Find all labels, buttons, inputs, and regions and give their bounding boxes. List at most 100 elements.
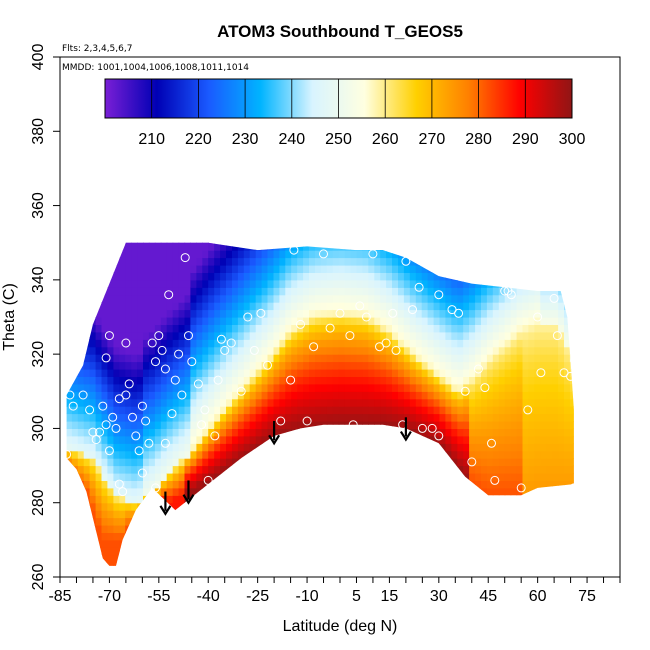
observation-point (121, 338, 131, 348)
observation-point (85, 405, 95, 415)
heat-cell (469, 346, 476, 355)
heat-cell (202, 257, 209, 266)
heat-cell (77, 473, 85, 481)
heat-cell (89, 487, 97, 496)
heat-cell (297, 309, 304, 318)
heat-cell (469, 413, 476, 422)
heat-cell (498, 428, 506, 437)
heat-cell (285, 309, 292, 318)
observation-point (289, 245, 299, 255)
heat-cell (154, 406, 162, 415)
heat-cell (362, 339, 369, 348)
heat-cell (486, 391, 494, 400)
heat-cell (320, 309, 328, 318)
observation-point (180, 253, 190, 263)
heat-cell (403, 346, 411, 355)
heat-cell (558, 428, 565, 437)
heat-cell (166, 279, 174, 288)
heat-cell (178, 272, 186, 281)
heat-cell (504, 369, 512, 377)
mmdd-label: MMDD: 1001,1004,1006,1008,1011,1014 (62, 63, 249, 73)
heat-cell (101, 465, 108, 474)
heat-cell (232, 369, 239, 377)
heat-cell (504, 354, 512, 363)
heat-cell (77, 369, 85, 377)
heat-cell (249, 376, 257, 385)
observation-point (98, 401, 108, 411)
heat-cell (291, 346, 298, 355)
heat-cell (445, 279, 452, 288)
heat-cell (492, 302, 500, 311)
heat-cell (392, 302, 399, 311)
heat-cell (279, 309, 286, 318)
heat-cell (445, 413, 452, 422)
heat-cell (125, 443, 132, 452)
heat-cell (540, 361, 547, 370)
heat-cell (469, 287, 476, 296)
heat-cell (309, 317, 316, 325)
heat-cell (285, 265, 292, 273)
heat-cell (273, 369, 280, 377)
heat-cell (392, 294, 399, 303)
heat-cell (267, 413, 274, 422)
colorbar-tick-label: 270 (419, 131, 446, 148)
heat-cell (154, 302, 162, 311)
x-axis: -85 -70 -55 -40 -25 -10 5 15 30 45 60 75 (48, 577, 621, 605)
heat-cell (534, 339, 541, 348)
heat-cell (113, 450, 120, 459)
heat-cell (564, 428, 571, 437)
heat-cell (107, 554, 114, 563)
heat-cell (558, 443, 565, 452)
heat-cell (148, 369, 156, 377)
heat-cell (285, 354, 292, 363)
heat-cell (540, 406, 547, 415)
heat-cell (232, 443, 239, 452)
heat-cell (184, 242, 191, 244)
heat-cell (190, 450, 197, 459)
heat-cell (486, 406, 494, 415)
heat-cell (83, 413, 91, 422)
heat-cell (398, 331, 405, 340)
heat-cell (160, 294, 168, 303)
heat-cell (469, 369, 476, 377)
heat-cell (107, 376, 114, 385)
heat-cell (131, 487, 138, 496)
observation-point (487, 438, 496, 448)
heat-cell (95, 443, 103, 452)
heat-cell (178, 309, 186, 318)
heat-cell (427, 383, 435, 392)
heat-cell (208, 376, 215, 385)
heat-cell (160, 383, 168, 392)
heat-cell (498, 302, 506, 311)
heat-cell (498, 450, 506, 459)
heat-cell (113, 510, 120, 519)
heat-cell (303, 369, 310, 377)
heat-cell (154, 458, 162, 467)
heat-cell (184, 287, 191, 296)
observation-point (134, 446, 144, 456)
heat-cell (309, 302, 316, 311)
heat-cell (481, 421, 488, 429)
observation-point (78, 390, 88, 400)
heat-cell (486, 317, 494, 325)
heat-cell (475, 413, 482, 422)
heat-cell (119, 517, 126, 526)
heat-cell (481, 443, 488, 452)
heat-cell (267, 265, 274, 273)
colorbar-tick-label: 240 (278, 131, 305, 148)
observation-point (460, 386, 470, 396)
heat-cell (463, 339, 470, 348)
heat-cell (148, 294, 156, 303)
heat-cell (178, 324, 186, 333)
heat-cell (409, 369, 417, 377)
heat-cell (433, 369, 441, 377)
heat-cell (279, 324, 286, 333)
heat-cell (202, 369, 209, 377)
heat-cell (154, 391, 162, 400)
heat-cell (380, 391, 387, 400)
heat-cell (125, 309, 132, 318)
heat-cell (398, 324, 405, 333)
heat-cell (273, 302, 280, 311)
heat-cell (439, 413, 446, 422)
heat-cell (320, 354, 328, 363)
